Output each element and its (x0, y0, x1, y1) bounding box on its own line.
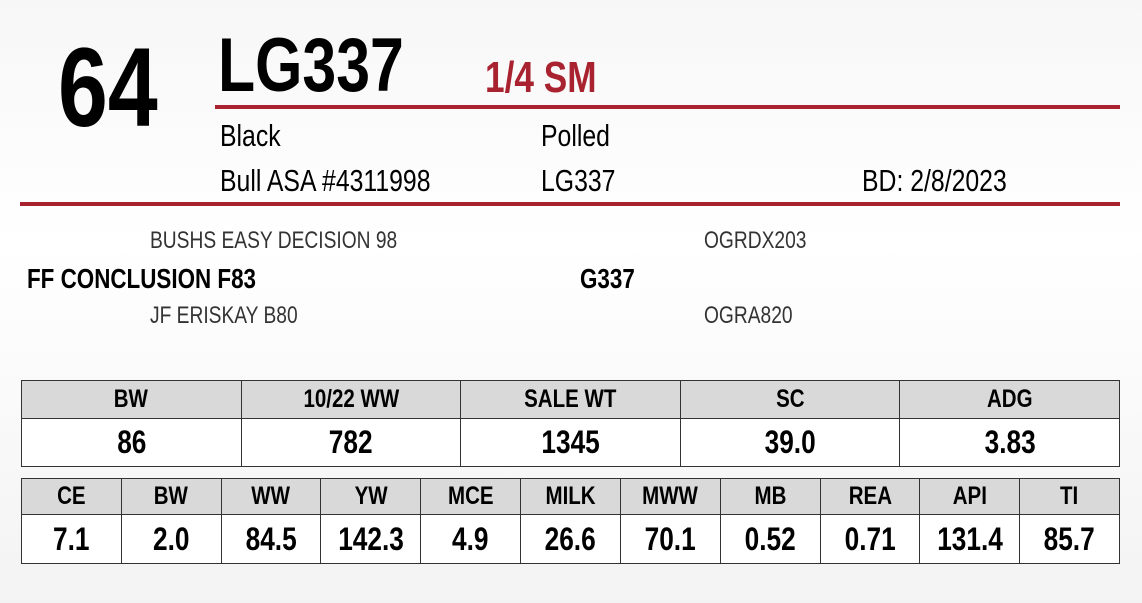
header-cell: BW (120, 478, 222, 515)
cell-header: YW (354, 482, 388, 510)
dam: G337 (580, 263, 635, 294)
cell-header: MWW (642, 482, 699, 510)
cell-header: TI (1060, 482, 1079, 510)
cell-value: 782 (328, 424, 373, 460)
epd-table: CE BW WW YW MCE MILK MWW MB REA API TI 7.1 2.0 84.5 14… (21, 478, 1120, 564)
cell-value: 84.5 (245, 520, 297, 557)
value-cell: 782 (240, 418, 462, 467)
value-cell: 86 (21, 418, 242, 467)
header-cell: BW (21, 380, 242, 419)
header-cell: ADG (899, 380, 1120, 419)
cell-header: CE (57, 482, 86, 510)
performance-table: BW 10/22 WW SALE WT SC ADG 86 782 1345 39.0 3.83 (21, 380, 1120, 467)
value-cell: 2.0 (120, 514, 222, 564)
tattoo: LG337 (541, 163, 616, 198)
header-cell: SC (679, 380, 901, 419)
animal-name: LG337 (218, 23, 404, 108)
header-cell: API (919, 478, 1021, 515)
cell-header: SC (775, 385, 805, 413)
header-cell: 10/22 WW (240, 380, 462, 419)
cell-value: 2.0 (152, 520, 190, 557)
cell-header: WW (251, 482, 291, 510)
cell-value: 7.1 (53, 520, 90, 557)
value-cell: 39.0 (679, 418, 901, 467)
value-cell: 4.9 (420, 514, 522, 564)
cell-header: ADG (986, 385, 1033, 413)
sire-sire: BUSHS EASY DECISION 98 (150, 227, 398, 254)
header-cell: REA (819, 478, 921, 515)
header-cell: MB (719, 478, 821, 515)
value-cell: 7.1 (21, 514, 122, 564)
header-cell: TI (1019, 478, 1120, 515)
cell-value: 1345 (541, 424, 600, 460)
dam-dam: OGRA820 (704, 302, 793, 329)
cell-value: 0.71 (844, 520, 896, 557)
header-cell: WW (220, 478, 322, 515)
dam-sire: OGRDX203 (704, 227, 807, 254)
cell-header: BW (114, 385, 149, 413)
sire: FF CONCLUSION F83 (27, 263, 256, 294)
divider (20, 202, 1120, 206)
value-cell: 85.7 (1019, 514, 1120, 564)
header-cell: MWW (619, 478, 721, 515)
cell-header: MCE (447, 482, 494, 510)
cell-value: 131.4 (936, 520, 1003, 557)
cell-value: 39.0 (764, 424, 816, 460)
lot-number: 64 (58, 25, 158, 150)
cell-header: SALE WT (524, 385, 617, 413)
value-cell: 26.6 (520, 514, 621, 564)
breed: 1/4 SM (485, 53, 597, 102)
horn-status: Polled (541, 118, 610, 153)
cell-value: 0.52 (744, 520, 796, 557)
value-cell: 0.52 (719, 514, 821, 564)
birth-date: BD: 2/8/2023 (862, 163, 1007, 198)
value-cell: 0.71 (819, 514, 921, 564)
header-cell: YW (320, 478, 422, 515)
divider (215, 105, 1120, 109)
cell-value: 142.3 (338, 520, 404, 557)
cell-value: 85.7 (1044, 520, 1096, 557)
cell-header: MILK (545, 482, 596, 510)
cell-header: API (952, 482, 987, 510)
cell-value: 26.6 (544, 520, 597, 557)
cell-header: MB (754, 482, 787, 510)
value-cell: 1345 (460, 418, 681, 467)
cell-value: 70.1 (644, 520, 696, 557)
value-cell: 70.1 (619, 514, 721, 564)
header-cell: CE (21, 478, 122, 515)
cell-header: REA (848, 482, 892, 510)
value-cell: 142.3 (320, 514, 422, 564)
header-cell: SALE WT (460, 380, 681, 419)
value-cell: 131.4 (919, 514, 1021, 564)
sire-dam: JF ERISKAY B80 (150, 302, 298, 329)
value-cell: 84.5 (220, 514, 322, 564)
cell-value: 4.9 (452, 520, 489, 557)
header-cell: MCE (420, 478, 522, 515)
header-cell: MILK (520, 478, 621, 515)
registration: Bull ASA #4311998 (220, 163, 431, 198)
cell-header: BW (154, 482, 189, 510)
cell-header: 10/22 WW (303, 385, 399, 413)
color: Black (220, 118, 281, 153)
value-cell: 3.83 (899, 418, 1120, 467)
cell-value: 86 (116, 424, 146, 460)
cell-value: 3.83 (984, 424, 1036, 460)
